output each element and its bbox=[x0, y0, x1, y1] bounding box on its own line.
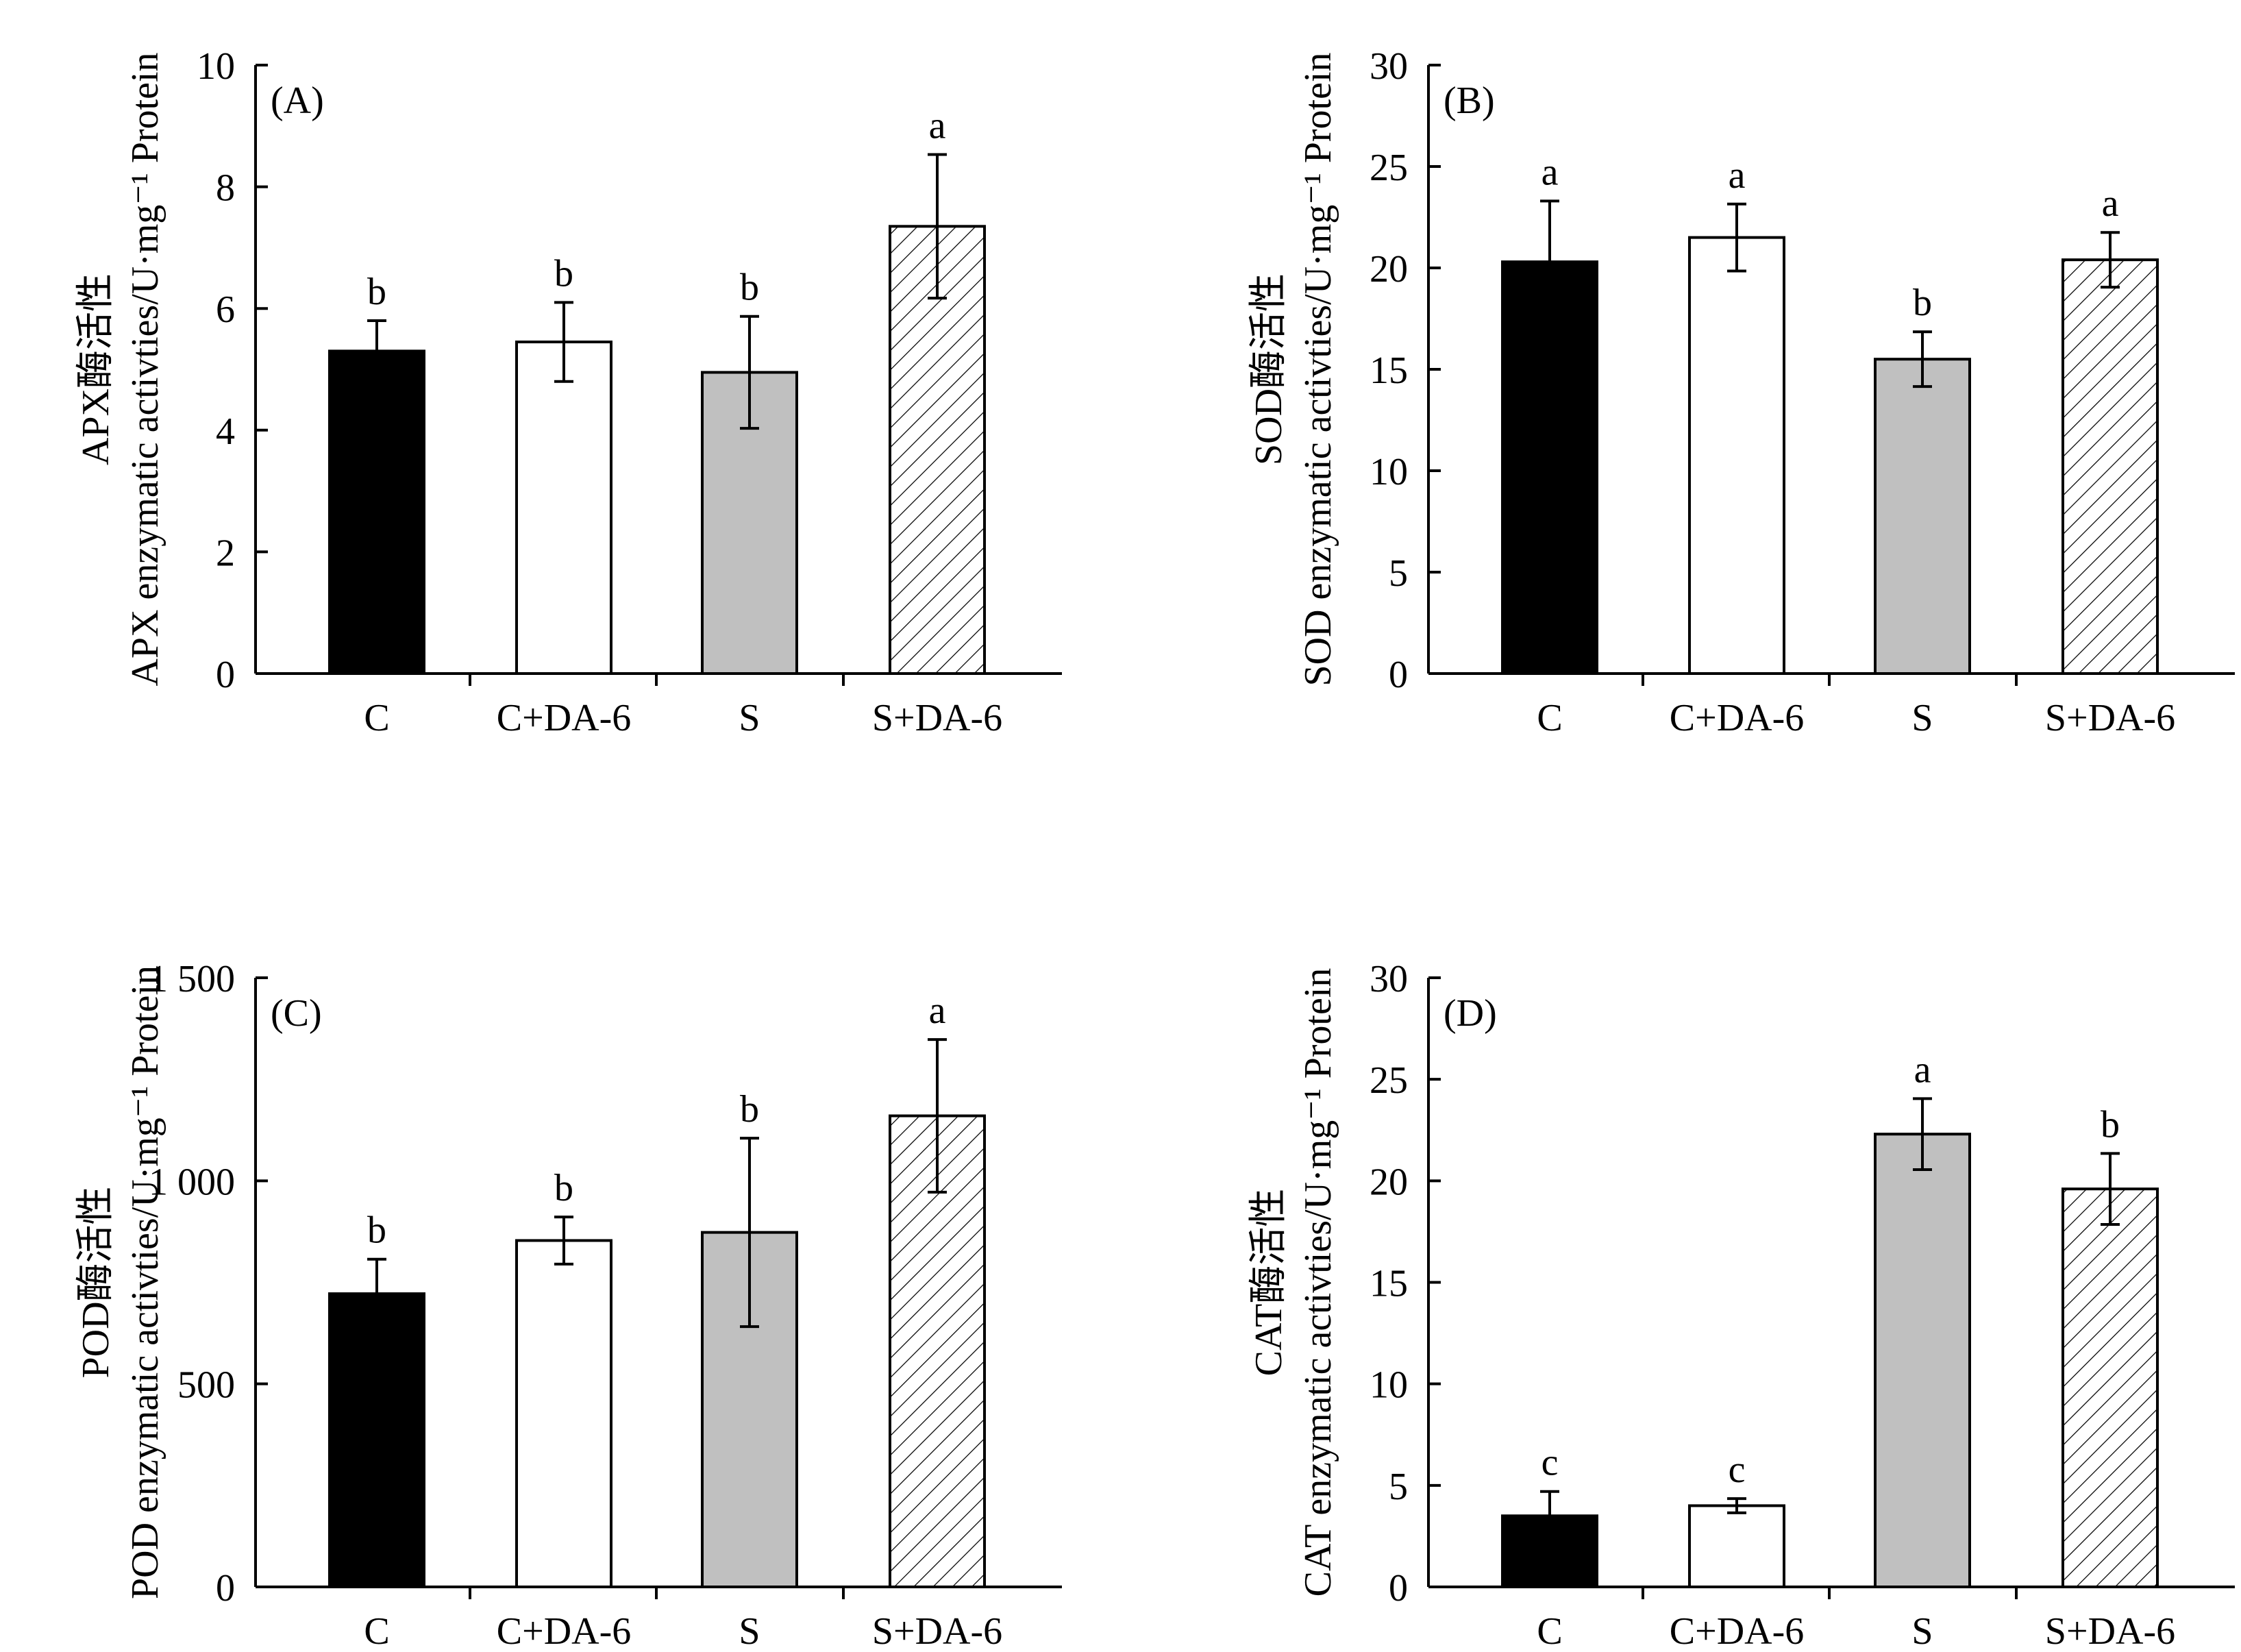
panel-label: (D) bbox=[1444, 992, 1497, 1035]
bar bbox=[515, 1239, 612, 1588]
chart-panel-b: 0 5 10 15 20 25 30 a Ca C+DA-6 b Sa S+DA-6 (B) SOD酶活性 S… bbox=[1248, 45, 2235, 739]
bar bbox=[889, 1114, 986, 1589]
y-tick-label: 0 bbox=[1389, 654, 1408, 696]
bar bbox=[889, 225, 986, 675]
category-label: C bbox=[364, 1610, 389, 1649]
y-axis-label-cn: SOD酶活性 bbox=[1248, 273, 1290, 465]
category-label: S+DA-6 bbox=[2045, 697, 2175, 739]
y-tick-label: 8 bbox=[216, 167, 235, 210]
category-label: S+DA-6 bbox=[872, 1610, 1002, 1649]
category-label: C+DA-6 bbox=[1670, 697, 1804, 739]
category-label: S bbox=[739, 697, 760, 739]
category-label: C+DA-6 bbox=[497, 697, 631, 739]
significance-letter: b bbox=[740, 1088, 759, 1131]
y-axis-label-cn: CAT酶活性 bbox=[1248, 1189, 1290, 1377]
bar bbox=[328, 1292, 425, 1589]
significance-letter: a bbox=[929, 105, 946, 147]
y-tick-label: 25 bbox=[1370, 1059, 1408, 1102]
y-tick-label: 0 bbox=[1389, 1567, 1408, 1610]
category-label: S bbox=[1911, 697, 1933, 739]
category-label: S+DA-6 bbox=[2045, 1610, 2175, 1649]
significance-letter: c bbox=[1542, 1442, 1559, 1484]
bar bbox=[1874, 358, 1971, 675]
panel-label: (A) bbox=[271, 79, 324, 122]
y-tick-label: 2 bbox=[216, 532, 235, 574]
y-axis-label-cn: POD酶活性 bbox=[75, 1186, 117, 1378]
y-axis-label-cn: APX酶活性 bbox=[75, 273, 117, 465]
significance-letter: a bbox=[1914, 1048, 1931, 1091]
bar bbox=[2062, 1187, 2159, 1588]
chart-panel-d: 0 5 10 15 20 25 30 c Cc C+DA-6 a Sb S+DA-6 (D) CAT酶活性 C… bbox=[1248, 958, 2235, 1652]
significance-letter: b bbox=[1913, 282, 1932, 324]
bar bbox=[1874, 1133, 1971, 1588]
significance-letter: a bbox=[1729, 154, 1746, 197]
bar bbox=[1688, 236, 1785, 676]
category-label: C bbox=[364, 697, 389, 739]
category-label: C+DA-6 bbox=[497, 1610, 631, 1649]
significance-letter: b bbox=[554, 252, 573, 295]
category-label: C bbox=[1537, 697, 1562, 739]
category-label: S+DA-6 bbox=[872, 697, 1002, 739]
significance-letter: a bbox=[2102, 182, 2119, 225]
bar bbox=[1688, 1504, 1785, 1588]
bar bbox=[2062, 258, 2159, 676]
y-tick-label: 15 bbox=[1370, 1263, 1408, 1305]
y-axis-label-en: POD enzymatic activties/U·mg⁻¹ Protein bbox=[124, 965, 166, 1599]
significance-letter: b bbox=[554, 1167, 573, 1209]
y-tick-label: 500 bbox=[177, 1364, 235, 1407]
y-tick-label: 10 bbox=[1370, 451, 1408, 493]
chart-panel-a: 0 2 4 6 8 10 b Cb C+DA-6 b Sa S+DA-6 (A) APX酶活性 APX en… bbox=[75, 45, 1062, 739]
y-tick-label: 1 500 bbox=[149, 958, 235, 1000]
bar bbox=[1501, 260, 1598, 675]
bar bbox=[328, 349, 425, 675]
bar bbox=[515, 341, 612, 675]
significance-letter: b bbox=[367, 271, 386, 313]
significance-letter: b bbox=[740, 267, 759, 309]
significance-letter: c bbox=[1729, 1448, 1746, 1491]
category-label: S bbox=[1911, 1610, 1933, 1649]
y-axis-label-en: SOD enzymatic activties/U·mg⁻¹ Protein bbox=[1297, 52, 1339, 686]
category-label: S bbox=[739, 1610, 760, 1649]
panel-label: (B) bbox=[1444, 79, 1495, 122]
y-tick-label: 20 bbox=[1370, 1161, 1408, 1203]
y-tick-label: 30 bbox=[1370, 958, 1408, 1000]
y-tick-label: 0 bbox=[216, 1567, 235, 1610]
category-label: C+DA-6 bbox=[1670, 1610, 1804, 1649]
chart-panel-c: 0 500 1 000 1 500 b Cb C+DA-6 b Sa S+DA-6 (C) POD酶活… bbox=[75, 958, 1062, 1652]
y-tick-label: 15 bbox=[1370, 349, 1408, 392]
y-tick-label: 10 bbox=[197, 45, 235, 88]
y-tick-label: 25 bbox=[1370, 147, 1408, 189]
y-tick-label: 4 bbox=[216, 410, 235, 453]
y-tick-label: 5 bbox=[1389, 1466, 1408, 1508]
panel-label: (C) bbox=[271, 992, 322, 1035]
y-tick-label: 20 bbox=[1370, 248, 1408, 291]
significance-letter: a bbox=[1542, 151, 1559, 193]
y-tick-label: 6 bbox=[216, 288, 235, 331]
y-axis-label-en: APX enzymatic activties/U·mg⁻¹ Protein bbox=[124, 52, 166, 686]
y-tick-label: 0 bbox=[216, 654, 235, 696]
y-tick-label: 1 000 bbox=[149, 1161, 235, 1203]
y-tick-label: 10 bbox=[1370, 1364, 1408, 1407]
y-tick-label: 30 bbox=[1370, 45, 1408, 88]
significance-letter: b bbox=[367, 1209, 386, 1252]
category-label: C bbox=[1537, 1610, 1562, 1649]
y-tick-label: 5 bbox=[1389, 552, 1408, 595]
significance-letter: b bbox=[2101, 1103, 2120, 1146]
y-axis-label-en: CAT enzymatic activties/U·mg⁻¹ Protein bbox=[1297, 968, 1339, 1597]
significance-letter: a bbox=[929, 989, 946, 1032]
